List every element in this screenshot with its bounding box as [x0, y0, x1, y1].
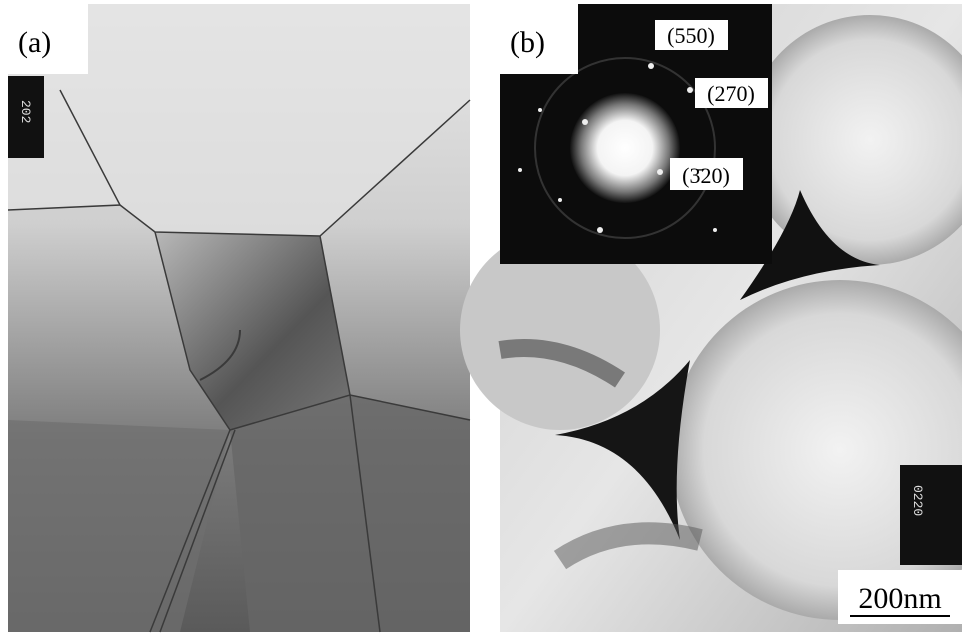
film-number: 202: [18, 100, 33, 123]
film-number: 0220: [910, 485, 925, 516]
diffraction-label: (550): [667, 23, 715, 48]
diffraction-label: (3̄20): [682, 163, 730, 188]
panel-label: (b): [510, 26, 545, 59]
panel-label: (a): [18, 26, 51, 59]
scale-bar-label: 200nm: [858, 582, 941, 615]
figure: 202 (a) (550) (270) (3̄20) 0220 200nm: [0, 0, 962, 634]
panel-b: (550) (270) (3̄20) 0220 200nm (b): [460, 4, 962, 632]
diffraction-label: (270): [707, 81, 755, 106]
panel-a: 202 (a): [8, 4, 470, 632]
